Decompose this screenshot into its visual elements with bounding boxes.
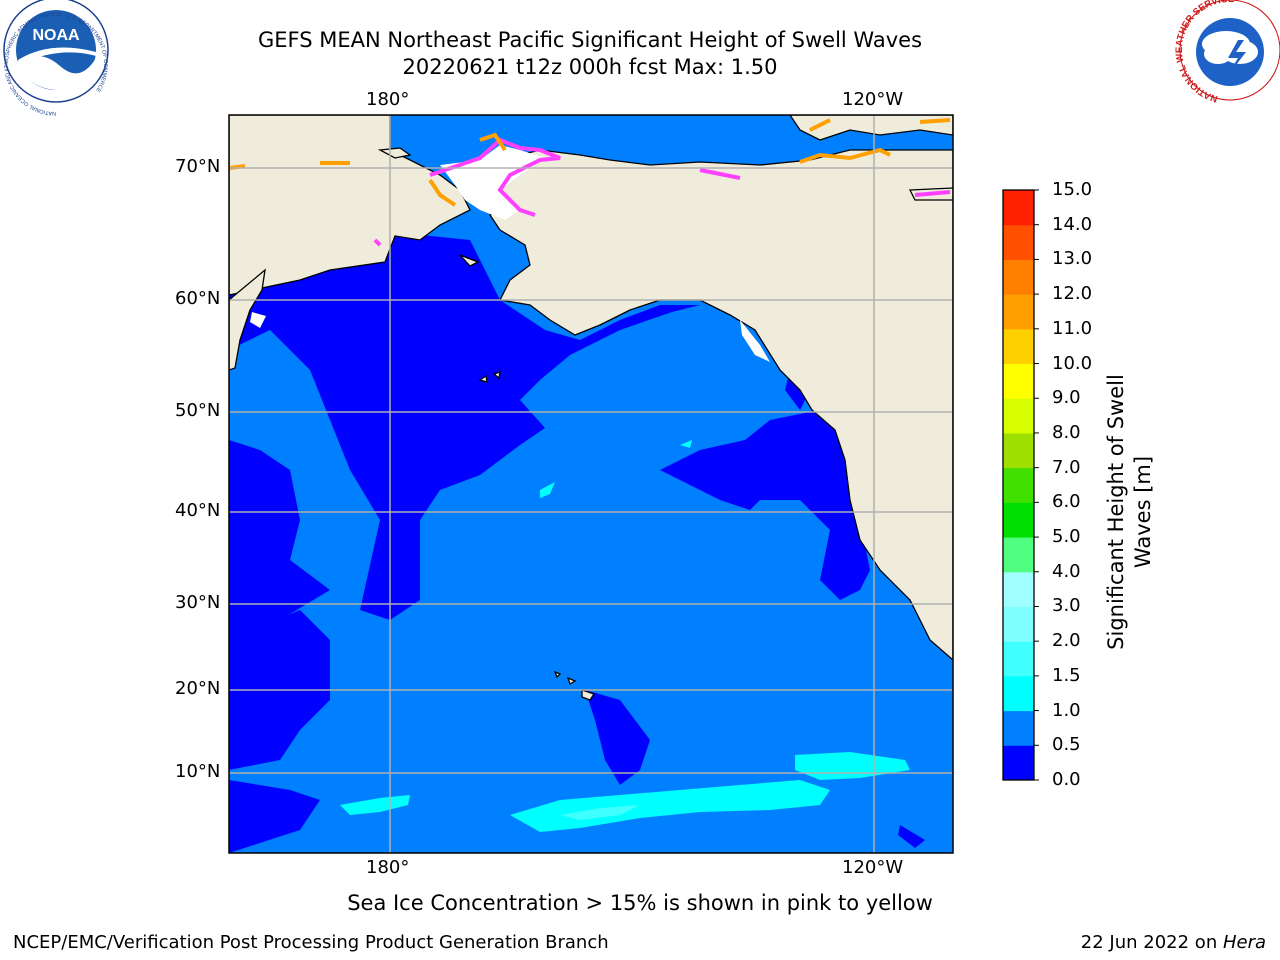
swell-height-map xyxy=(229,115,953,853)
colorbar-bin xyxy=(1003,259,1034,295)
lon-tick-top-180: 180° xyxy=(366,89,410,110)
colorbar-bin xyxy=(1003,398,1034,434)
colorbar-tick-label: 1.0 xyxy=(1052,699,1081,721)
colorbar-bin xyxy=(1003,537,1034,573)
colorbar-bin xyxy=(1003,710,1034,746)
lat-tick-50n: 50°N xyxy=(175,400,221,421)
chart-subtitle: 20220621 t12z 000h fcst Max: 1.50 xyxy=(402,55,778,79)
footer-date-text: 22 Jun 2022 on xyxy=(1080,932,1223,953)
lat-tick-20n: 20°N xyxy=(175,678,221,699)
footer-date: 22 Jun 2022 on Hera xyxy=(1081,932,1266,953)
colorbar-bin xyxy=(1003,571,1034,607)
colorbar-frame xyxy=(1002,189,1035,781)
colorbar-tick-label: 2.0 xyxy=(1052,630,1081,652)
sea-ice-fringe xyxy=(229,118,951,247)
graticule xyxy=(229,115,953,853)
sea-ice-note: Sea Ice Concentration > 15% is shown in … xyxy=(347,891,933,915)
colorbar-bin xyxy=(1003,745,1034,781)
colorbar-tick-label: 9.0 xyxy=(1052,387,1081,409)
colorbar-tick-label: 14.0 xyxy=(1052,213,1093,235)
noaa-wordmark: NOAA xyxy=(32,27,80,44)
colorbar-label-line2: Waves [m] xyxy=(1131,455,1155,569)
colorbar-tick-label: 0.0 xyxy=(1052,769,1081,790)
colorbar-label-line1: Significant Height of Swell xyxy=(1104,374,1128,650)
colorbar xyxy=(1002,189,1039,781)
colorbar-tick-label: 11.0 xyxy=(1052,317,1093,339)
land-masses xyxy=(229,115,953,701)
chart-title: GEFS MEAN Northeast Pacific Significant … xyxy=(257,28,923,52)
colorbar-bin xyxy=(1003,363,1034,399)
colorbar-bin xyxy=(1003,224,1034,260)
lat-tick-60n: 60°N xyxy=(175,288,221,309)
colorbar-bin xyxy=(1003,432,1034,469)
lat-tick-70n: 70°N xyxy=(175,156,221,177)
colorbar-bin xyxy=(1003,606,1034,642)
lat-tick-30n: 30°N xyxy=(175,592,221,613)
lon-tick-bottom-120w: 120°W xyxy=(842,857,904,878)
map-frame xyxy=(228,114,954,854)
colorbar-bin xyxy=(1003,675,1034,712)
nws-logo: NATIONAL WEATHER SERVICE xyxy=(1174,0,1280,104)
colorbar-tick-label: 15.0 xyxy=(1052,179,1093,200)
colorbar-tick-label: 10.0 xyxy=(1052,352,1093,374)
colorbar-tick-label: 5.0 xyxy=(1052,526,1081,548)
footer-credit: NCEP/EMC/Verification Post Processing Pr… xyxy=(13,932,609,953)
colorbar-tick-label: 0.5 xyxy=(1052,734,1081,756)
colorbar-tick-label: 7.0 xyxy=(1052,456,1081,478)
colorbar-tick-label: 12.0 xyxy=(1052,283,1093,305)
colorbar-bin xyxy=(1003,190,1034,226)
colorbar-bin xyxy=(1003,328,1034,365)
colorbar-tick-label: 4.0 xyxy=(1052,560,1081,582)
colorbar-bin xyxy=(1003,641,1034,677)
colorbar-label: Significant Height of Swell Waves [m] xyxy=(1103,332,1157,692)
colorbar-tick-label: 6.0 xyxy=(1052,491,1081,513)
colorbar-bin xyxy=(1003,502,1034,538)
swell-regions-1.5-2.0 xyxy=(560,805,640,820)
lat-tick-10n: 10°N xyxy=(175,761,221,782)
lon-tick-bottom-180: 180° xyxy=(366,857,410,878)
colorbar-tick-label: 3.0 xyxy=(1052,595,1081,617)
colorbar-tick-label: 13.0 xyxy=(1052,248,1093,270)
colorbar-bin xyxy=(1003,467,1034,503)
colorbar-tick-label: 8.0 xyxy=(1052,421,1081,443)
lon-tick-top-120w: 120°W xyxy=(842,89,904,110)
colorbar-bin xyxy=(1003,294,1034,330)
footer-host: Hera xyxy=(1222,932,1266,953)
lat-tick-40n: 40°N xyxy=(175,500,221,521)
noaa-logo: NOAA NATIONAL OCEANIC AND ATMOSPHERIC AD… xyxy=(3,0,109,116)
colorbar-tick-label: 1.5 xyxy=(1052,664,1081,686)
